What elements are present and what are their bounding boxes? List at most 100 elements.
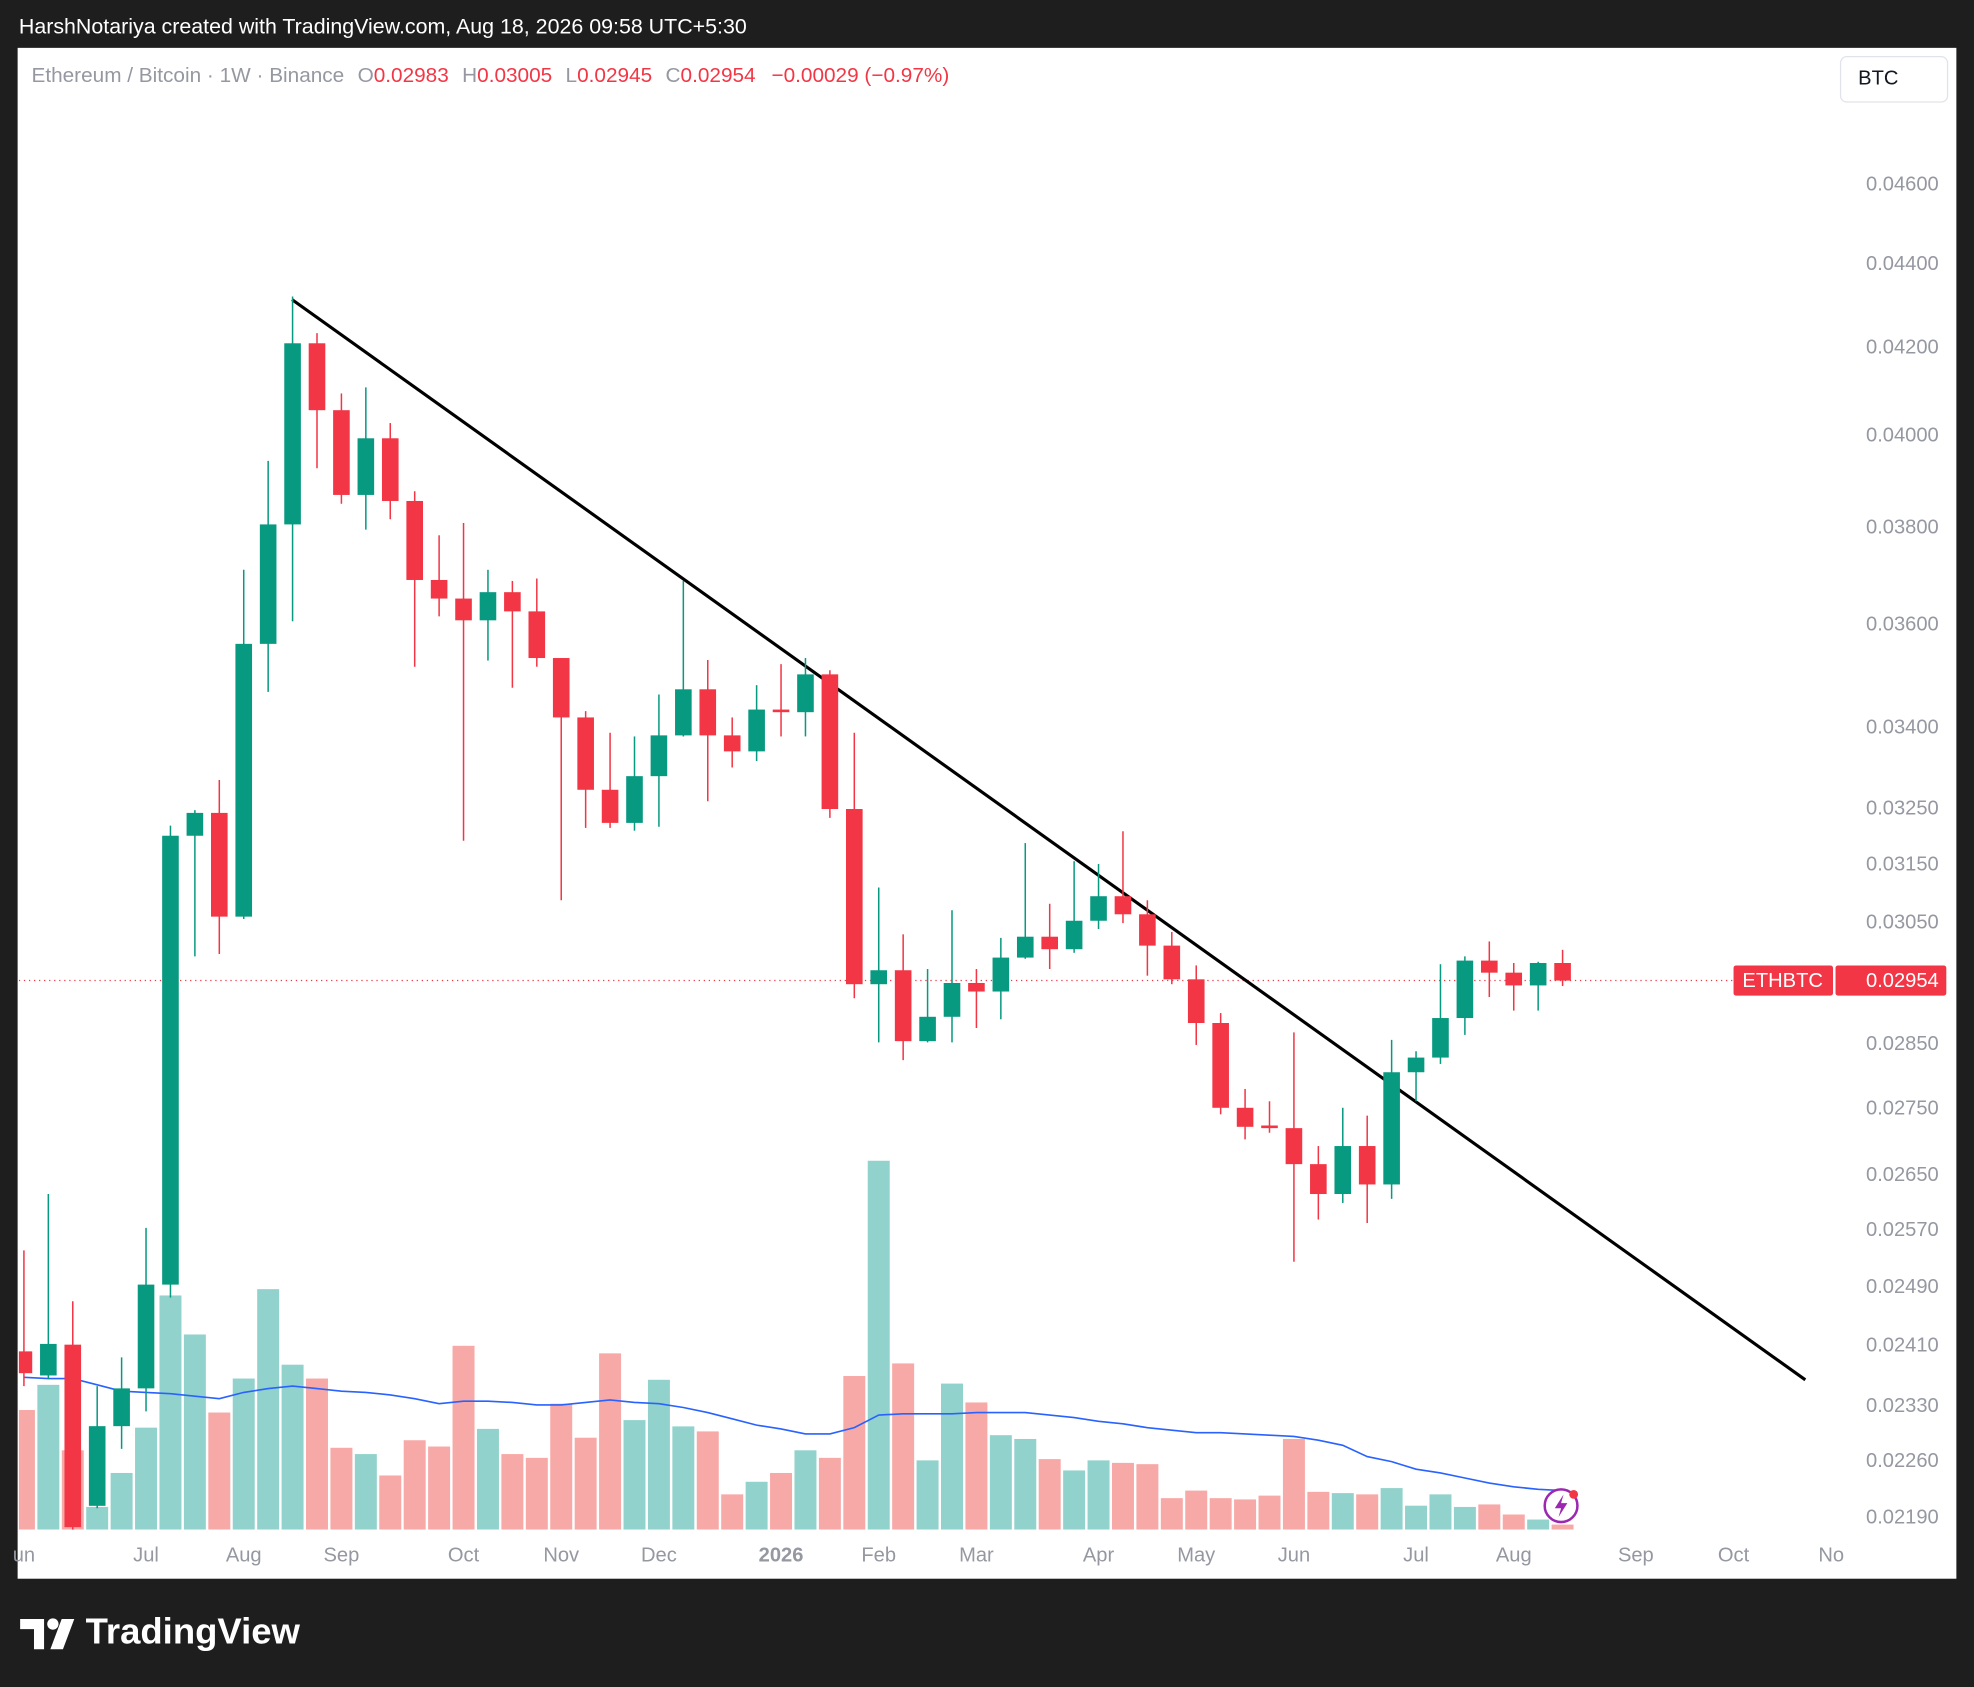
axes-layer: 0.04600 0.04400 0.04200 0.04000 0.03800 0.036…: [13, 173, 1947, 1566]
y-tick-label: 0.02330: [1866, 1395, 1939, 1417]
candle-body: [723, 735, 741, 752]
x-tick-label: Apr: [1083, 1544, 1115, 1566]
candle-body: [894, 970, 912, 1042]
candle-body: [968, 982, 985, 992]
volume-bar: [1038, 1459, 1061, 1530]
volume-bar: [599, 1353, 622, 1530]
volume-bar: [794, 1450, 817, 1530]
volume-bar: [550, 1403, 573, 1530]
y-tick-label: 0.03050: [1866, 911, 1939, 933]
alert-dot: [1569, 1489, 1579, 1499]
y-tick-label: 0.02490: [1866, 1276, 1939, 1298]
candle-body: [284, 343, 301, 525]
candle-body: [1187, 979, 1205, 1024]
logo-mark: [20, 1619, 45, 1650]
legend-high: 0.03005: [477, 64, 552, 87]
logo-slash: [50, 1619, 75, 1650]
candle-body: [1383, 1072, 1400, 1185]
candle-body: [381, 438, 399, 501]
candle-body: [259, 524, 277, 644]
candle-body: [1139, 914, 1156, 946]
candle-body: [113, 1388, 130, 1427]
volume-bar: [428, 1446, 451, 1530]
logo-dot: [47, 1618, 59, 1630]
y-tick-label: 0.04400: [1866, 253, 1939, 275]
y-tick-label: 0.03400: [1866, 716, 1939, 738]
volume-layer: [18, 1160, 1574, 1530]
volume-bar: [183, 1334, 206, 1530]
candle-body: [1456, 960, 1474, 1019]
candle-body: [64, 1344, 82, 1528]
candle-body: [1529, 963, 1547, 986]
volume-bar: [159, 1295, 182, 1530]
volume-bar: [18, 1410, 35, 1530]
volume-bar: [1453, 1506, 1476, 1530]
x-tick-label: Nov: [543, 1544, 579, 1566]
volume-bar: [1380, 1488, 1403, 1530]
y-tick-label: 0.04000: [1866, 424, 1939, 446]
trendline: [291, 298, 1807, 1382]
x-tick-label: Feb: [861, 1544, 896, 1566]
volume-bar: [1136, 1464, 1159, 1530]
y-tick-label: 0.02750: [1866, 1097, 1939, 1119]
x-tick-label: Jul: [133, 1544, 159, 1566]
candle-body: [357, 438, 375, 495]
candle-body: [1285, 1128, 1303, 1165]
candle-body: [1114, 896, 1132, 915]
volume-bar: [135, 1427, 158, 1530]
candle-body: [870, 970, 888, 985]
candle-body: [650, 735, 668, 777]
y-tick-label: 0.03150: [1866, 853, 1939, 875]
currency-label[interactable]: BTC: [1858, 68, 1898, 90]
candle-body: [577, 717, 594, 790]
x-tick-label: Dec: [641, 1544, 677, 1566]
volume-bar: [403, 1440, 426, 1530]
y-tick-label: 0.02410: [1866, 1334, 1939, 1356]
volume-bar: [1282, 1438, 1305, 1530]
volume-bar: [476, 1428, 499, 1530]
y-tick-label: 0.03250: [1866, 797, 1939, 819]
volume-bar: [1331, 1493, 1354, 1530]
volume-bar: [843, 1376, 866, 1530]
volume-bar: [892, 1363, 915, 1530]
legend-change: −0.00029 (−0.97%): [771, 64, 949, 87]
candle-body: [308, 343, 326, 411]
candle-body: [992, 957, 1010, 992]
candle-body: [1212, 1023, 1229, 1108]
candle-body: [919, 1016, 936, 1042]
x-tick-label: Aug: [226, 1544, 262, 1566]
byline: HarshNotariya created with TradingView.c…: [19, 14, 747, 38]
candle-body: [748, 709, 765, 752]
volume-bar: [281, 1364, 304, 1530]
volume-bar: [1405, 1505, 1428, 1530]
volume-bar: [110, 1472, 133, 1530]
x-tick-label: Oct: [1718, 1544, 1750, 1566]
volume-bar: [1185, 1490, 1208, 1530]
volume-bar: [1014, 1438, 1037, 1530]
volume-ma-layer: [23, 1376, 1563, 1492]
volume-bar: [1429, 1494, 1452, 1530]
volume-bar: [86, 1506, 109, 1530]
volume-bar: [1258, 1495, 1281, 1530]
last-price-bg: [1835, 965, 1947, 996]
footer-logo: TradingView: [20, 1611, 301, 1652]
y-tick-label: 0.03600: [1866, 614, 1939, 636]
currency-button[interactable]: [1839, 56, 1949, 103]
symbol-label: ETHBTC: [1742, 970, 1823, 992]
volume-ma-line: [23, 1376, 1563, 1492]
legend-open: 0.02983: [374, 64, 449, 87]
candle-body: [211, 812, 228, 917]
candle-body: [1358, 1146, 1376, 1185]
candle-body: [1432, 1018, 1449, 1058]
candle-body: [1090, 896, 1107, 921]
candle-body: [552, 658, 570, 718]
x-tick-label: Aug: [1496, 1544, 1532, 1566]
volume-bar: [965, 1402, 988, 1530]
x-tick-label: May: [1177, 1544, 1216, 1566]
volume-bar: [696, 1431, 719, 1530]
candle-body: [88, 1426, 106, 1506]
candle-body: [1505, 972, 1523, 986]
legend-low: 0.02945: [577, 64, 652, 87]
last-price-label: 0.02954: [1866, 970, 1939, 992]
